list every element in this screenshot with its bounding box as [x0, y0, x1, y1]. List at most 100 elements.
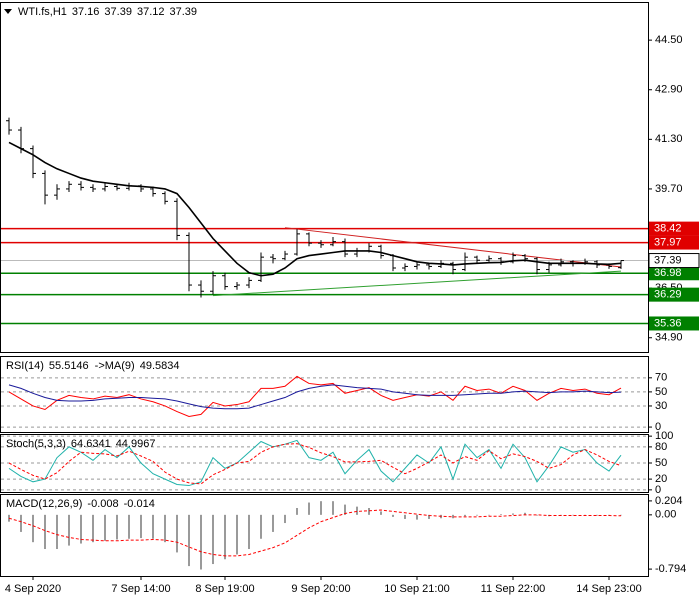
histogram-bar	[308, 502, 310, 515]
x-tick-label: 9 Sep 20:00	[291, 583, 350, 595]
header-price: 37.16	[72, 6, 100, 18]
y-tick-label: 44.50	[655, 34, 683, 46]
y-tick-label: 42.90	[655, 84, 683, 96]
panel-frame	[0, 356, 649, 433]
histogram-bar	[176, 514, 178, 553]
y-tick-label: 0	[655, 421, 661, 433]
indicator-name: RSI(14)	[6, 360, 44, 372]
y-tick-label: 39.70	[655, 183, 683, 195]
header-value: -0.008	[87, 498, 118, 510]
header-price: 37.39	[104, 6, 132, 18]
y-tick-label: 0.00	[655, 509, 676, 521]
indicator-name: Stoch(5,3,3)	[6, 438, 66, 450]
histogram-bar	[272, 514, 274, 532]
histogram-bar	[344, 504, 346, 515]
header-price: 37.12	[137, 6, 165, 18]
x-tick-label: 4 Sep 2020	[5, 583, 61, 595]
histogram-bar	[572, 514, 574, 516]
level-label: 36.98	[654, 267, 682, 279]
histogram-bar	[212, 514, 214, 565]
histogram-bar	[8, 514, 10, 522]
panel-frame	[0, 494, 649, 577]
x-tick-label: 8 Sep 19:00	[195, 583, 254, 595]
y-tick-label: 50	[655, 457, 667, 469]
y-tick-label: 20	[655, 473, 667, 485]
indicator-name: MACD(12,26,9)	[6, 498, 82, 510]
histogram-bar	[68, 514, 70, 546]
y-tick-label: 34.90	[655, 332, 683, 344]
trendline	[284, 227, 622, 268]
panel-header: Stoch(5,3,3) 64.6341 44.9967	[6, 438, 155, 450]
histogram-bar	[56, 514, 58, 550]
histogram-bar	[512, 513, 514, 515]
panel-frame	[0, 2, 649, 353]
histogram-bar	[356, 506, 358, 515]
menu-arrow	[4, 9, 12, 14]
header-value: -0.014	[124, 498, 155, 510]
y-tick-label: -0.794	[655, 563, 686, 575]
histogram-bar	[464, 514, 466, 517]
trendline	[212, 270, 622, 297]
histogram-bar	[44, 514, 46, 550]
histogram-bar	[524, 512, 526, 515]
level-label: 35.36	[654, 317, 682, 329]
panel-header: WTI.fs,H1 37.16 37.39 37.12 37.39	[18, 6, 197, 18]
level-label-box	[649, 221, 699, 236]
x-tick-label: 7 Sep 14:00	[111, 583, 170, 595]
histogram-bar	[320, 501, 322, 515]
y-tick-label: 50	[655, 386, 667, 398]
histogram-bar	[416, 514, 418, 520]
x-tick-label: 11 Sep 22:00	[481, 583, 546, 595]
indicator-name: WTI.fs,H1	[18, 6, 67, 18]
y-tick-label: 100	[655, 430, 673, 442]
level-label: 36.29	[654, 289, 682, 301]
price-label: 37.39	[654, 254, 682, 266]
histogram-bar	[80, 514, 82, 544]
histogram-bar	[32, 514, 34, 543]
histogram-bar	[620, 514, 622, 516]
histogram-bar	[164, 514, 166, 543]
series-label: ->MA(9)	[95, 360, 135, 372]
series-line	[8, 509, 622, 557]
histogram-bar	[188, 514, 190, 567]
price-label-box	[648, 253, 700, 269]
histogram-bar	[92, 514, 94, 543]
y-tick-label: 41.30	[655, 133, 683, 145]
histogram-bar	[200, 514, 202, 570]
series-line	[8, 443, 622, 485]
level-label-box	[649, 235, 699, 250]
x-tick-label: 14 Sep 23:00	[576, 583, 641, 595]
histogram-bar	[128, 514, 130, 539]
histogram-bar	[452, 514, 454, 519]
series-line	[8, 439, 622, 487]
histogram-bar	[536, 514, 538, 516]
histogram-bar	[368, 508, 370, 515]
y-tick-label: 70	[655, 372, 667, 384]
panel-header: MACD(12,26,9) -0.008 -0.014	[6, 498, 155, 510]
level-label-box	[649, 316, 699, 331]
level-label: 38.42	[654, 223, 682, 235]
y-tick-label: 0.204	[655, 495, 683, 507]
histogram-bar	[236, 514, 238, 555]
y-tick-label: 80	[655, 441, 667, 453]
level-label: 37.97	[654, 236, 682, 248]
histogram-bar	[248, 514, 250, 550]
header-value: 44.9967	[116, 438, 156, 450]
histogram-bar	[380, 511, 382, 515]
histogram-bar	[140, 514, 142, 539]
level-label-box	[649, 287, 699, 302]
header-value: 49.5834	[140, 360, 180, 372]
series-line	[8, 141, 622, 277]
y-tick-label: 30	[655, 400, 667, 412]
histogram-bar	[476, 514, 478, 516]
histogram-bar	[104, 514, 106, 541]
series-line	[8, 375, 622, 418]
level-label-box	[649, 266, 699, 281]
histogram-bar	[20, 514, 22, 532]
histogram-bar	[116, 514, 118, 540]
series-line	[8, 384, 622, 410]
histogram-bar	[428, 514, 430, 519]
header-value: 64.6341	[71, 438, 111, 450]
histogram-bar	[284, 514, 286, 524]
